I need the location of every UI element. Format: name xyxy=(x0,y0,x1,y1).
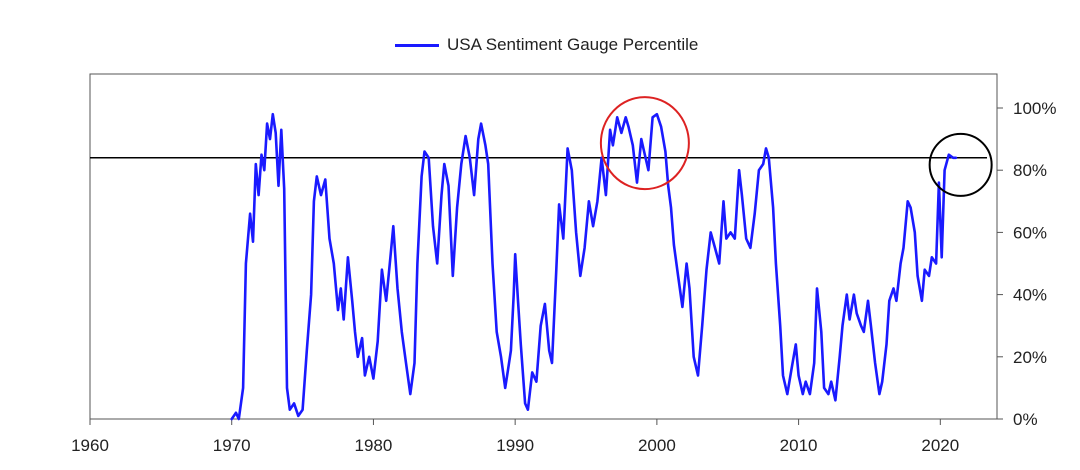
x-tick-label: 1960 xyxy=(71,436,109,455)
x-tick-label: 2010 xyxy=(780,436,818,455)
highlight-group xyxy=(599,96,993,197)
y-tick-label: 60% xyxy=(1013,223,1047,242)
y-tick-label: 100% xyxy=(1013,99,1056,118)
series-line xyxy=(230,112,958,421)
x-tick-label: 1990 xyxy=(496,436,534,455)
peak-highlight-circle xyxy=(599,96,690,191)
y-axis-ticks: 0% 20% 40% 60% 80% 100% xyxy=(997,99,1056,429)
chart-axes xyxy=(89,73,998,420)
chart-legend: USA Sentiment Gauge Percentile xyxy=(395,34,698,56)
legend-label: USA Sentiment Gauge Percentile xyxy=(447,35,699,54)
plot-frame xyxy=(89,73,998,420)
y-tick-label: 0% xyxy=(1013,410,1038,429)
legend-line-swatch xyxy=(395,43,439,47)
x-tick-label: 2020 xyxy=(921,436,959,455)
y-tick-label: 20% xyxy=(1013,348,1047,367)
x-tick-label: 2000 xyxy=(638,436,676,455)
y-tick-label: 40% xyxy=(1013,286,1047,305)
current-highlight-circle xyxy=(928,132,993,197)
x-tick-label: 1970 xyxy=(213,436,251,455)
series-group xyxy=(230,112,958,421)
y-tick-label: 80% xyxy=(1013,161,1047,180)
x-tick-label: 1980 xyxy=(355,436,393,455)
x-axis-ticks: 1960 1970 1980 1990 2000 2010 2020 xyxy=(71,419,959,455)
